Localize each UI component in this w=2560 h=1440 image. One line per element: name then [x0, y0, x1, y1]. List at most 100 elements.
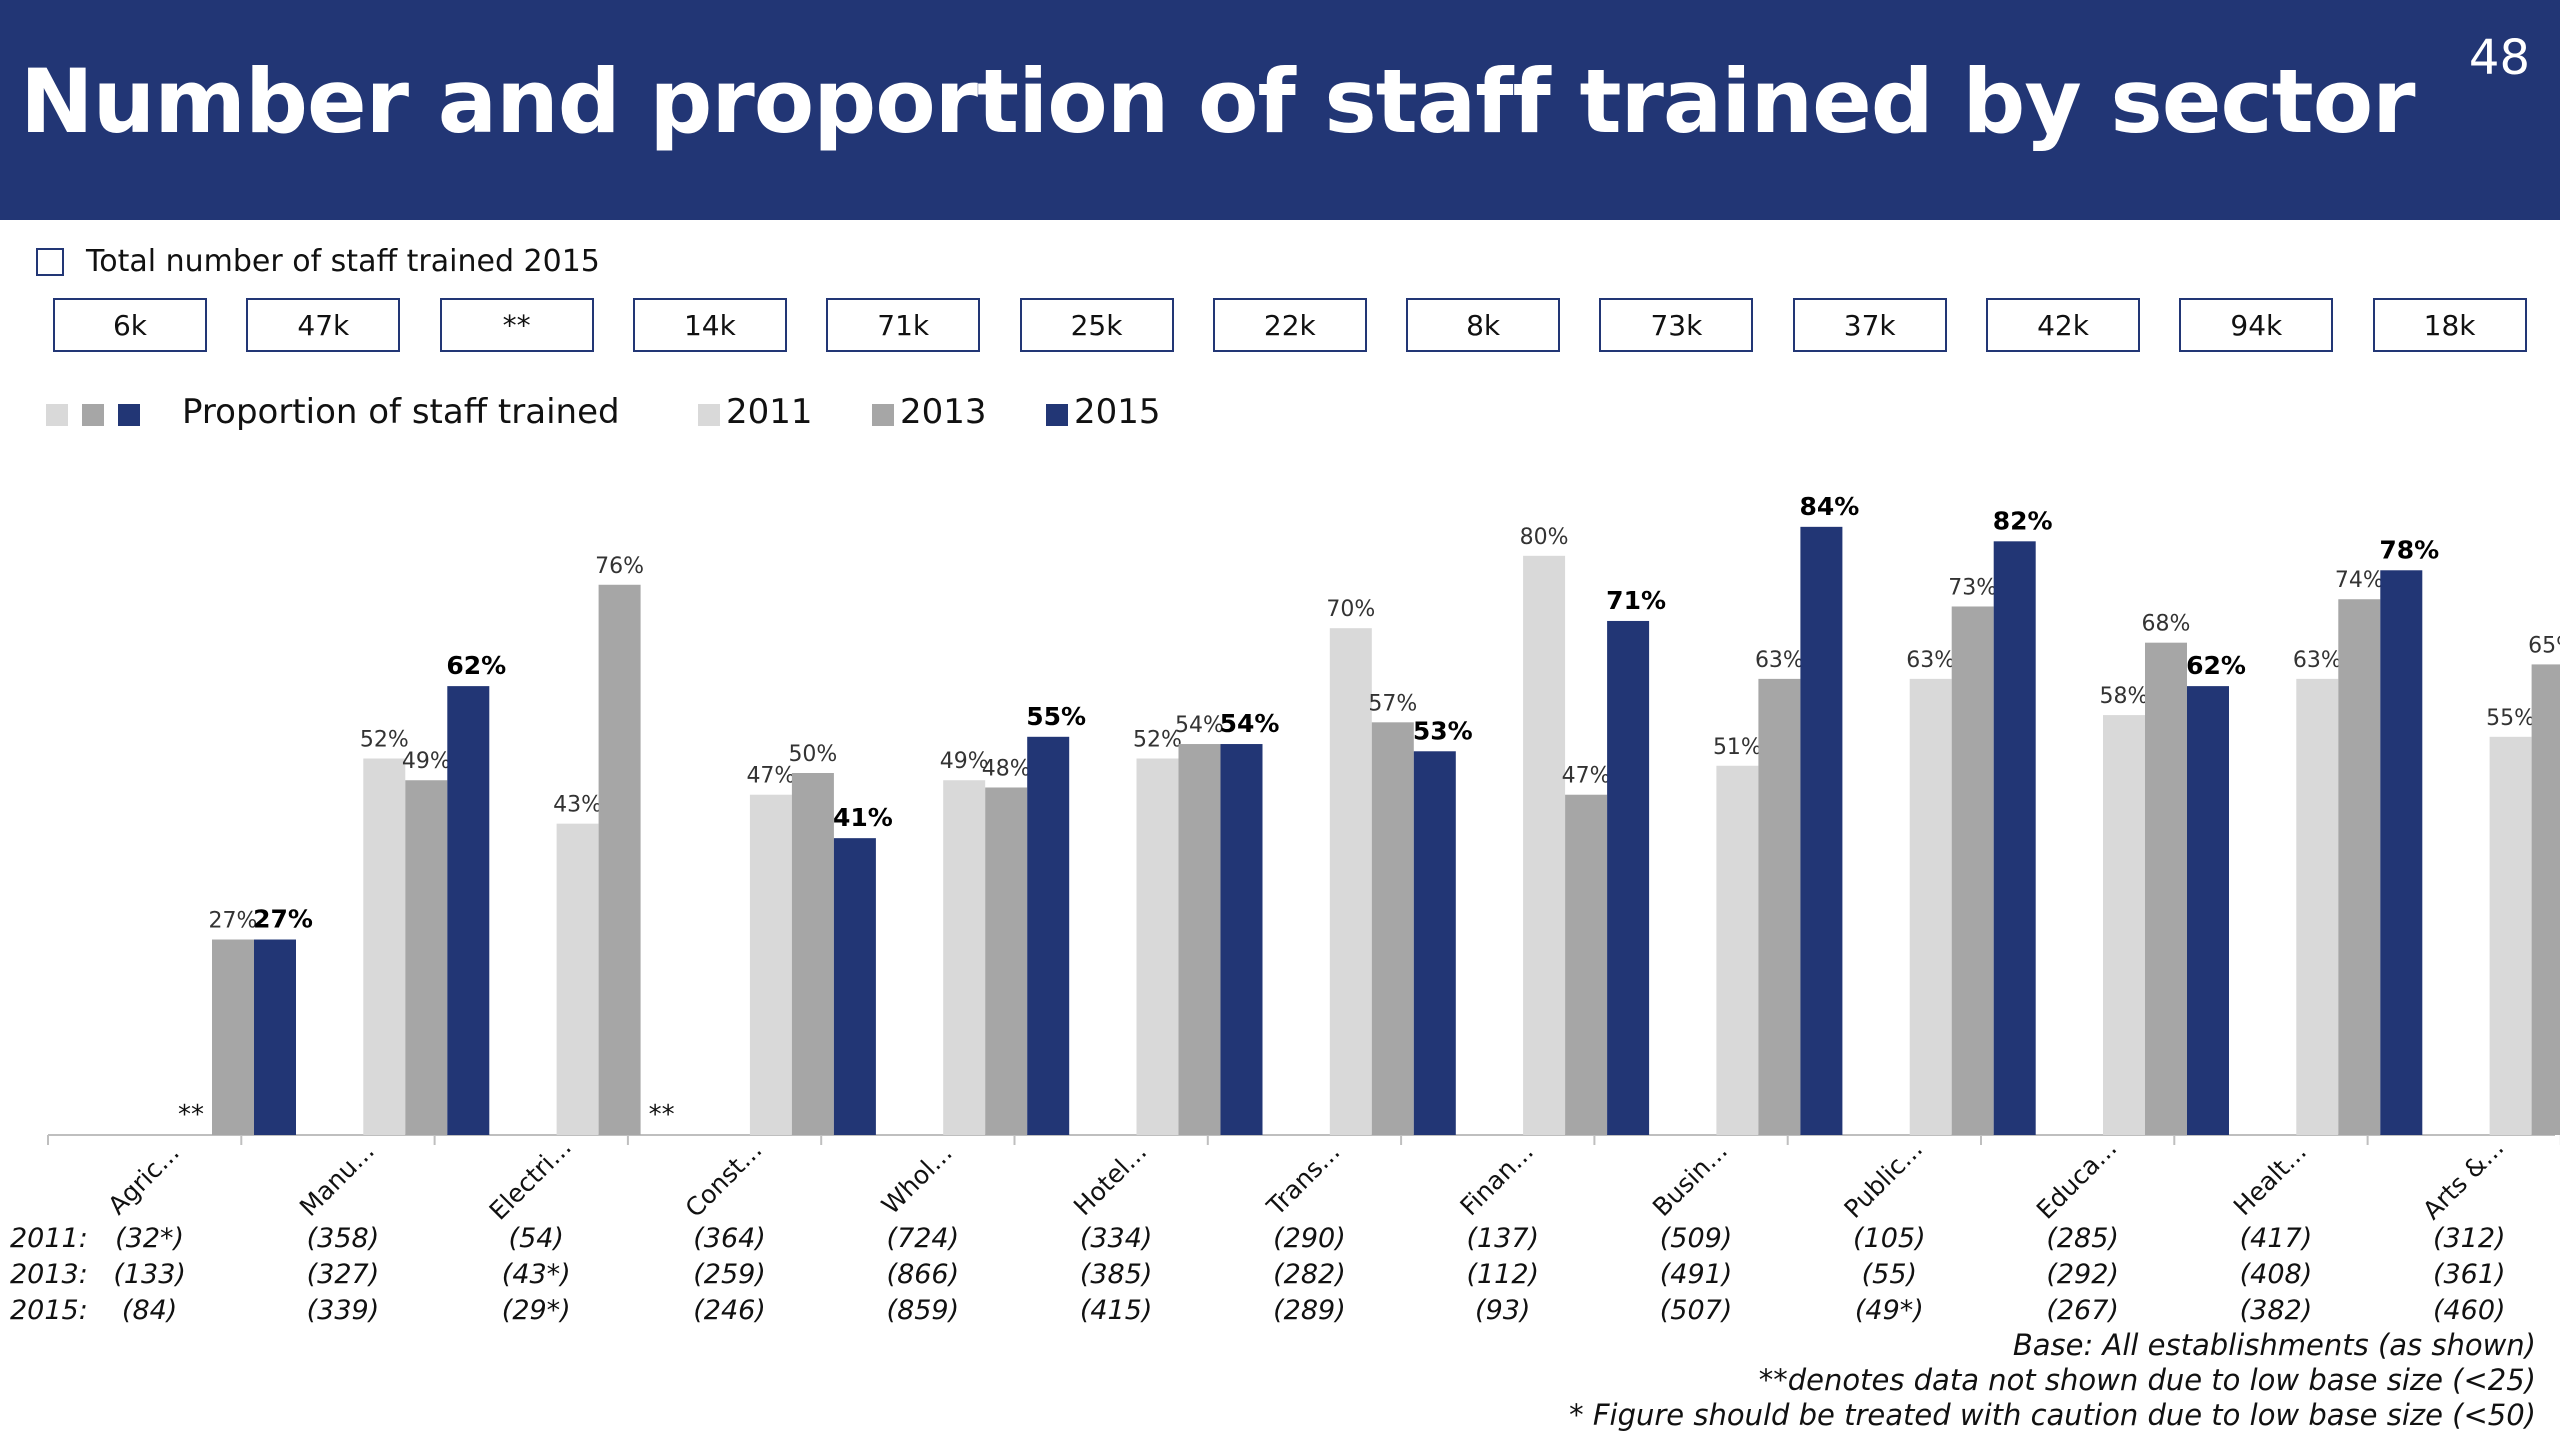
total-box: 47k [246, 298, 401, 352]
total-box: 25k [1019, 298, 1174, 352]
bar-2015-11 [2380, 570, 2423, 1135]
legend-swatch-2011-small [46, 404, 68, 426]
bar-2011-12 [2489, 736, 2532, 1135]
footnote-suppressed: **denotes data not shown due to low base… [1758, 1363, 2536, 1397]
total-box: 94k [2179, 298, 2334, 352]
data-label-2013: 57% [1368, 691, 1417, 716]
bar-2013-10 [2145, 642, 2187, 1135]
bar-2013-6 [1371, 722, 1414, 1135]
bar-2013-0 [212, 939, 254, 1135]
base-size-2013: (866) [887, 1259, 960, 1290]
legend-swatch-2013-small [82, 404, 104, 426]
category-label: Arts &... [2417, 1133, 2509, 1225]
legend-label-2015: 2015 [1074, 392, 1161, 432]
base-size-2015: (507) [1660, 1295, 1733, 1326]
base-size-2013: (282) [1273, 1259, 1346, 1290]
bar-2015-9 [1993, 541, 2036, 1135]
bar-2013-4 [985, 787, 1028, 1135]
data-label-2013: 68% [2142, 612, 2191, 637]
data-label-2015: 84% [1799, 492, 1859, 521]
base-size-2013: (259) [693, 1259, 766, 1290]
data-label-2013: 73% [1948, 575, 1997, 600]
base-size-2011: (364) [693, 1223, 766, 1254]
bar-2011-3 [749, 794, 792, 1135]
base-size-2015: (49*) [1855, 1295, 1924, 1326]
data-label-2013: 63% [1755, 648, 1804, 673]
bar-2011-5 [1136, 758, 1179, 1135]
base-size-2011: (54) [509, 1223, 564, 1254]
footnotes: Base: All establishments (as shown) **de… [1569, 1328, 2536, 1433]
data-label-2011: 63% [1906, 648, 1955, 673]
base-size-2011: (137) [1466, 1223, 1539, 1254]
bar-2011-1 [363, 758, 406, 1135]
legend-swatch-2015 [1046, 404, 1068, 426]
data-label-2013: 50% [788, 742, 837, 767]
base-size-2011: (724) [887, 1223, 960, 1254]
page-title: Number and proportion of staff trained b… [20, 50, 2416, 153]
base-size-2011: (290) [1273, 1223, 1346, 1254]
total-box: 18k [2372, 298, 2527, 352]
legend-swatch-2015-small [118, 404, 140, 426]
bar-2015-4 [1027, 736, 1070, 1135]
bar-2013-1 [405, 780, 448, 1135]
legend-label-2011: 2011 [726, 392, 813, 432]
data-label-2015: 62% [2186, 651, 2246, 680]
base-size-2011: (358) [307, 1223, 380, 1254]
bar-chart: **27%27%Agric...(32*)(133)(84)52%49%62%M… [10, 492, 2560, 1326]
base-size-2013: (292) [2046, 1259, 2119, 1290]
base-size-2011: (105) [1853, 1223, 1926, 1254]
base-size-2013: (327) [307, 1259, 380, 1290]
data-label-2013: 54% [1175, 713, 1224, 738]
base-size-2013: (112) [1466, 1259, 1539, 1290]
data-label-2013: 48% [982, 756, 1031, 781]
category-label: Educa... [2031, 1133, 2123, 1225]
total-box: 37k [1792, 298, 1947, 352]
footnote-base: Base: All establishments (as shown) [2012, 1328, 2536, 1362]
bar-2011-8 [1716, 765, 1759, 1135]
bar-2013-12 [2531, 664, 2560, 1135]
bar-2015-3 [833, 838, 876, 1135]
category-label: Trans... [1261, 1137, 1346, 1222]
bar-2011-9 [1909, 678, 1952, 1135]
base-size-2013: (408) [2240, 1259, 2313, 1290]
category-label: Agric... [102, 1138, 185, 1221]
data-label-2011: 52% [1133, 728, 1182, 753]
data-label-2011: 63% [2293, 648, 2342, 673]
legend-label-2013: 2013 [900, 392, 987, 432]
base-size-2013: (385) [1080, 1259, 1153, 1290]
data-label-2015: 54% [1220, 709, 1280, 738]
base-row-label: 2013: [10, 1259, 88, 1290]
bar-2015-0 [254, 939, 296, 1135]
total-box: 71k [826, 298, 981, 352]
data-label-2015: 41% [833, 803, 893, 832]
base-size-2015: (289) [1273, 1295, 1346, 1326]
bar-2011-7 [1523, 555, 1566, 1135]
data-label-2013: 74% [2335, 568, 2384, 593]
base-size-2011: (334) [1080, 1223, 1153, 1254]
base-size-2015: (415) [1080, 1295, 1153, 1326]
base-size-2013: (43*) [502, 1259, 571, 1290]
base-size-2011: (509) [1660, 1223, 1733, 1254]
base-size-2015: (267) [2046, 1295, 2119, 1326]
base-size-2013: (491) [1660, 1259, 1733, 1290]
base-size-2011: (312) [2433, 1223, 2506, 1254]
bar-2013-9 [1951, 606, 1994, 1135]
proportion-legend-label: Proportion of staff trained [182, 392, 620, 432]
bar-2011-4 [943, 780, 986, 1135]
bar-2013-11 [2338, 599, 2381, 1135]
category-label: Finan... [1455, 1137, 1539, 1221]
data-label-2013: 65% [2528, 633, 2560, 658]
totals-legend: Total number of staff trained 2015 [36, 244, 600, 279]
base-size-2015: (93) [1475, 1295, 1530, 1326]
data-label-2011: 58% [2100, 684, 2149, 709]
data-label-2011: 70% [1326, 597, 1375, 622]
total-box: 73k [1599, 298, 1754, 352]
data-label-2011: 80% [1520, 525, 1569, 550]
header-banner: Number and proportion of staff trained b… [0, 0, 2560, 220]
data-label-2013: 47% [1562, 764, 1611, 789]
category-label: Whol... [876, 1138, 958, 1220]
total-box: 42k [1986, 298, 2140, 352]
data-label-2011: 55% [2486, 706, 2535, 731]
category-label: Healt... [2228, 1137, 2312, 1221]
data-label-2011: 47% [746, 764, 795, 789]
